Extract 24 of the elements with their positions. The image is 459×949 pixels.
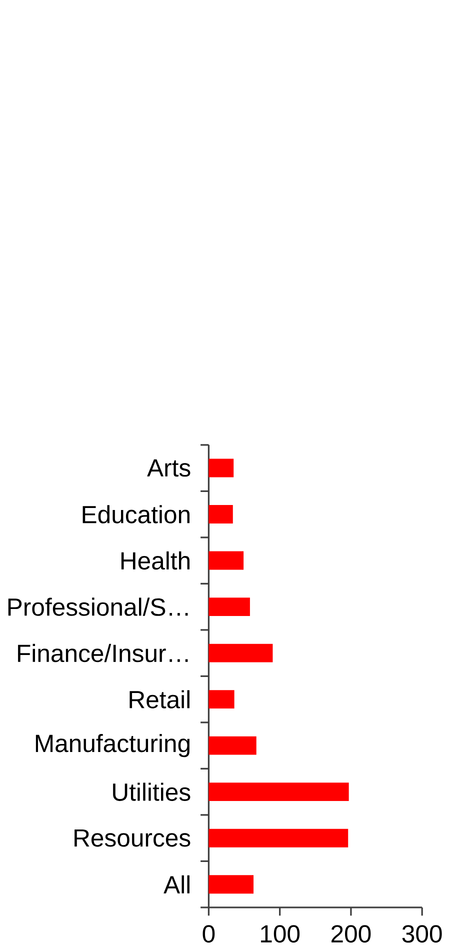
bar [208, 690, 234, 709]
y-tick-label: Education [82, 505, 190, 524]
y-tick-label: Arts [147, 459, 190, 477]
bar [208, 551, 244, 570]
x-tick-label: 200 [332, 925, 371, 943]
y-tick-label: Manufacturing [36, 734, 190, 758]
bar [208, 875, 254, 894]
x-tick-label: 100 [261, 925, 300, 943]
y-tick-label: Resources [74, 829, 190, 847]
y-tick-label: Retail [130, 690, 190, 708]
x-tick-label: 300 [402, 925, 442, 943]
bar [208, 736, 256, 755]
y-tick-label: Utilities [113, 782, 190, 801]
x-tick-label: 0 [202, 925, 215, 943]
bar [208, 598, 250, 616]
bar [208, 505, 233, 524]
bar [208, 782, 349, 802]
y-tick-label: Finance/Insur… [18, 644, 188, 662]
bar [208, 458, 234, 478]
y-tick-label: Professional/S… [8, 598, 188, 616]
bar [208, 828, 348, 848]
bar [208, 644, 273, 662]
y-tick-label: All [164, 875, 190, 894]
y-tick-label: Health [121, 551, 190, 570]
